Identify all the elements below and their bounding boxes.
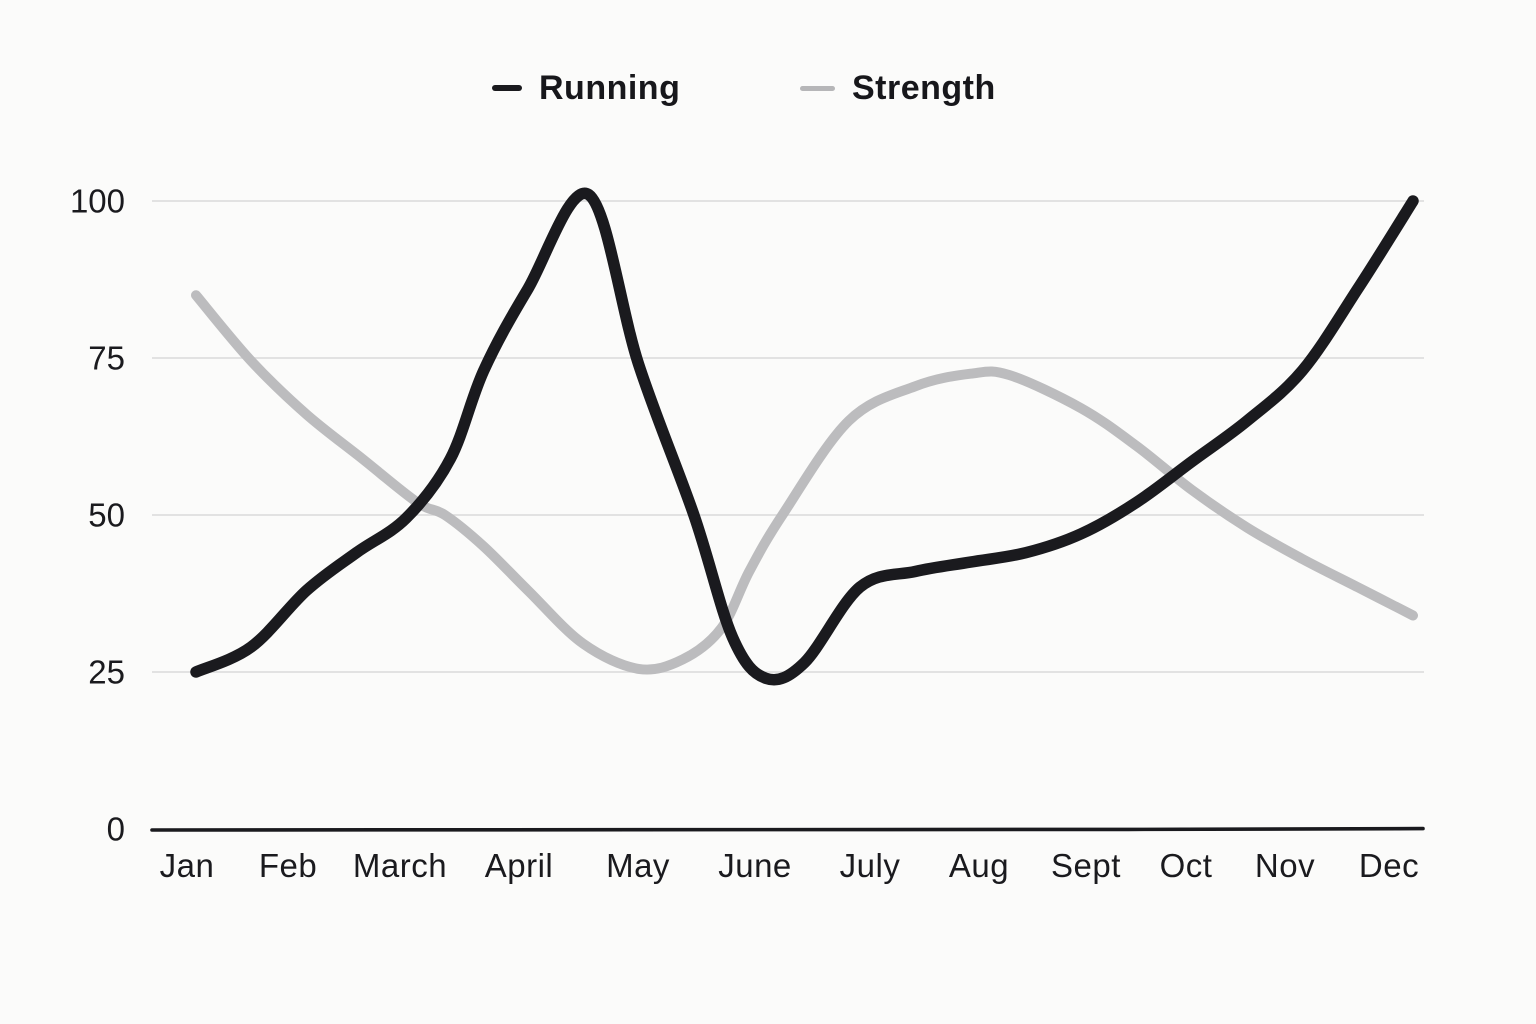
series-line-strength bbox=[191, 290, 1418, 675]
running-line-swatch-icon bbox=[492, 85, 522, 91]
x-tick-label-oct: Oct bbox=[1160, 847, 1213, 884]
x-tick-label-april: April bbox=[485, 847, 554, 884]
y-tick-label-75: 75 bbox=[88, 340, 125, 377]
x-axis-line bbox=[150, 826, 1425, 832]
x-tick-label-july: July bbox=[840, 847, 901, 884]
y-tick-label-50: 50 bbox=[88, 497, 125, 534]
legend-item-strength: Strength bbox=[800, 66, 996, 110]
x-tick-label-dec: Dec bbox=[1359, 847, 1419, 884]
x-tick-label-march: March bbox=[353, 847, 447, 884]
x-tick-label-may: May bbox=[606, 847, 670, 884]
series-line-running bbox=[190, 187, 1419, 686]
legend-label-running: Running bbox=[539, 68, 681, 107]
x-tick-label-jan: Jan bbox=[160, 847, 215, 884]
legend-item-running: Running bbox=[492, 66, 680, 110]
y-tick-label-100: 100 bbox=[70, 183, 125, 220]
x-tick-label-nov: Nov bbox=[1255, 847, 1315, 884]
y-tick-label-25: 25 bbox=[88, 654, 125, 691]
legend: Running Strength bbox=[0, 66, 1536, 110]
x-tick-label-feb: Feb bbox=[259, 847, 317, 884]
x-tick-label-june: June bbox=[718, 847, 792, 884]
strength-line-swatch-icon bbox=[800, 85, 835, 91]
legend-label-strength: Strength bbox=[852, 68, 996, 107]
y-tick-label-0: 0 bbox=[107, 811, 125, 848]
x-tick-label-sept: Sept bbox=[1051, 847, 1121, 884]
x-tick-label-aug: Aug bbox=[949, 847, 1009, 884]
